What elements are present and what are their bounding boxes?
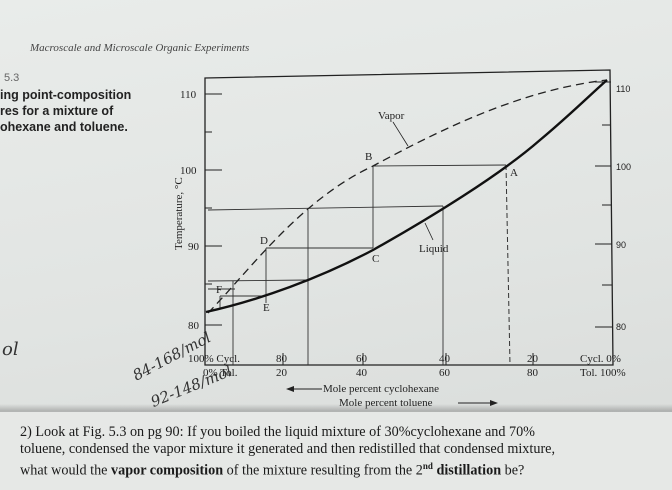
y-tick-label-right: 100 — [616, 162, 631, 172]
y-axis-title: Temperature, °C — [173, 177, 185, 250]
figure-caption: ing point-composition res for a mixture … — [0, 87, 150, 135]
x-tick-label: Cycl. 0% — [580, 353, 621, 365]
x-tick-label-toluene: 40 — [356, 367, 368, 379]
y-tick-label-right: 110 — [616, 84, 630, 94]
vapor-curve — [207, 79, 608, 314]
caption-line: ing point-composition — [0, 88, 132, 102]
x-tick-label-toluene: 0% Tol. — [203, 367, 238, 379]
point-label-d: D — [260, 235, 268, 247]
question-text: 2) Look at Fig. 5.3 on pg 90: If you boi… — [20, 424, 556, 479]
point-label-e: E — [263, 302, 270, 314]
x-tick-label: 100% Cycl. — [188, 353, 240, 365]
x-tick-label: 60 — [356, 353, 368, 365]
vapor-label: Vapor — [378, 110, 405, 122]
point-label-a: A — [510, 167, 518, 179]
y-tick-label: 110 — [180, 89, 197, 101]
point-label-f: F — [216, 284, 222, 296]
y-tick-label: 80 — [188, 320, 200, 332]
running-head: Macroscale and Microscale Organic Experi… — [30, 42, 250, 54]
x-tick-label-toluene: 20 — [276, 367, 288, 379]
arrowhead-right-icon — [490, 400, 498, 406]
x-tick-label: 20 — [527, 353, 539, 365]
handwritten-note: ol — [2, 339, 19, 360]
construction-lines — [207, 164, 507, 365]
caption-line: res for a mixture of — [0, 104, 114, 118]
caption-line: ohexane and toluene. — [0, 120, 128, 134]
figure-number: 5.3 — [4, 72, 20, 84]
x-tick-label-toluene: 60 — [439, 367, 451, 379]
point-a-drop-line — [505, 164, 511, 366]
y-tick-label: 100 — [180, 165, 197, 177]
x-axis-title-toluene: Mole percent toluene — [339, 397, 433, 409]
liquid-curve — [205, 79, 608, 314]
y-tick-label-right: 80 — [616, 322, 626, 332]
plot-frame — [204, 69, 614, 366]
x-tick-label-toluene: 80 — [527, 367, 539, 379]
x-tick-label: 40 — [439, 353, 451, 365]
liquid-label: Liquid — [419, 243, 449, 255]
point-label-b: B — [365, 151, 372, 163]
x-tick-label: 80 — [276, 353, 288, 365]
y-tick-label: 90 — [188, 241, 200, 253]
y-tick-label-right: 90 — [616, 240, 626, 250]
x-axis-title-cyclohexane: Mole percent cyclohexane — [323, 383, 439, 395]
point-label-c: C — [372, 253, 379, 265]
question-sheet — [0, 412, 672, 490]
x-tick-label-toluene: Tol. 100% — [580, 367, 626, 379]
arrowhead-left-icon — [286, 386, 294, 392]
